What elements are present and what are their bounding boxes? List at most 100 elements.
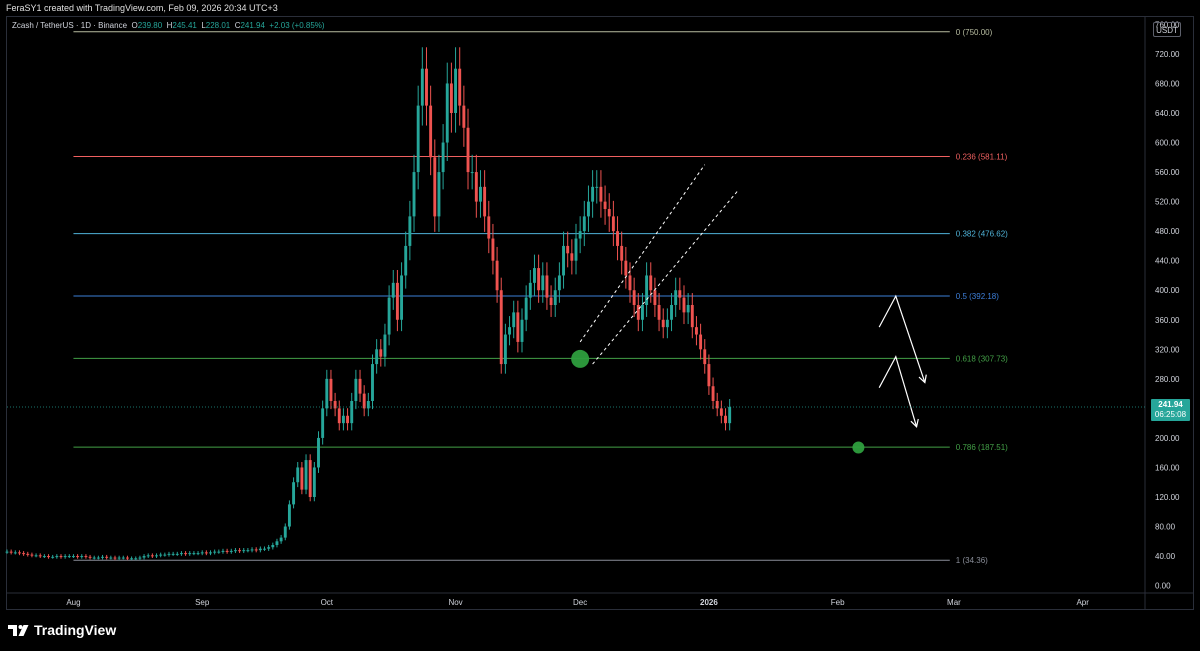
candle-body xyxy=(657,305,661,320)
candle-body xyxy=(113,557,117,559)
candle-body xyxy=(96,557,100,559)
y-tick-label: 520.00 xyxy=(1155,198,1180,207)
candle-body xyxy=(562,245,565,276)
candle-body xyxy=(595,186,599,188)
y-tick-label: 560.00 xyxy=(1155,168,1180,177)
candle-body xyxy=(134,558,138,560)
candle-body xyxy=(200,552,204,554)
last-price-tag: 241.94 06:25:08 xyxy=(1151,399,1190,421)
candle-body xyxy=(412,172,416,217)
candle-body xyxy=(267,547,271,549)
candle-body xyxy=(661,319,665,328)
candle-body xyxy=(582,216,586,232)
y-tick-label: 400.00 xyxy=(1155,286,1180,295)
candle-body xyxy=(632,290,636,305)
tradingview-logo[interactable]: TradingView xyxy=(8,622,116,638)
open-label: O xyxy=(131,21,138,30)
candle-body xyxy=(516,312,520,342)
y-tick-label: 200.00 xyxy=(1155,434,1180,443)
y-tick-label: 720.00 xyxy=(1155,50,1180,59)
candle-body xyxy=(167,553,171,555)
candle-body xyxy=(479,186,482,202)
candle-body xyxy=(42,556,46,558)
candle-body xyxy=(678,290,682,298)
candle-body xyxy=(179,553,183,555)
candle-body xyxy=(217,551,221,553)
candle-body xyxy=(59,556,63,558)
candle-body xyxy=(703,349,707,365)
candle-body xyxy=(416,105,420,173)
candle-body xyxy=(350,401,354,424)
candle-body xyxy=(537,268,541,291)
candle-body xyxy=(34,555,38,557)
y-tick-label: 760.00 xyxy=(1155,20,1180,29)
candle-body xyxy=(101,556,104,558)
candle-body xyxy=(470,172,474,174)
candle-body xyxy=(287,504,291,527)
candle-body xyxy=(325,378,329,409)
candle-body xyxy=(628,275,632,291)
x-tick-label: 2026 xyxy=(700,598,718,607)
candle-body xyxy=(18,552,21,554)
candle-body xyxy=(258,548,262,551)
symbol-name: Zcash / TetherUS · 1D · Binance xyxy=(12,21,128,30)
fib-level-label: 0 (750.00) xyxy=(956,28,993,37)
channel-line xyxy=(579,164,706,343)
candle-body xyxy=(649,275,653,291)
candle-body xyxy=(445,83,449,143)
y-tick-label: 600.00 xyxy=(1155,139,1180,148)
y-tick-label: 480.00 xyxy=(1155,227,1180,236)
y-tick-label: 0.00 xyxy=(1155,582,1171,591)
candle-body xyxy=(694,327,698,335)
candle-body xyxy=(308,460,312,497)
candle-body xyxy=(125,557,129,559)
candle-body xyxy=(229,550,233,552)
candle-body xyxy=(22,553,26,555)
attribution-text: FeraSY1 created with TradingView.com, Fe… xyxy=(6,3,278,13)
candle-body xyxy=(163,554,167,556)
fib-level-label: 0.786 (187.51) xyxy=(956,443,1008,452)
fib-level-label: 1 (34.36) xyxy=(956,556,988,565)
candle-body xyxy=(458,68,462,106)
candle-body xyxy=(591,186,595,202)
candle-body xyxy=(142,556,146,558)
channel-line xyxy=(592,190,739,365)
y-tick-label: 320.00 xyxy=(1155,345,1180,354)
candle-body xyxy=(109,557,113,559)
candle-body xyxy=(283,526,287,538)
candlestick-chart[interactable]: 0.0040.0080.00120.00160.00200.00240.0028… xyxy=(0,0,1200,612)
candle-body xyxy=(130,558,134,560)
currency-unit-button[interactable]: USDT xyxy=(1153,22,1181,37)
pivot-marker xyxy=(571,349,590,368)
change-value: +2.03 (+0.85%) xyxy=(269,21,325,30)
candle-body xyxy=(13,552,17,554)
candle-body xyxy=(271,545,275,548)
candle-body xyxy=(487,216,491,239)
x-tick-label: Feb xyxy=(831,598,845,607)
candle-body xyxy=(155,555,158,557)
candle-body xyxy=(524,297,528,320)
candle-body xyxy=(690,305,694,328)
candle-body xyxy=(611,216,615,232)
candle-body xyxy=(146,555,150,557)
candle-body xyxy=(242,550,246,552)
candle-body xyxy=(682,297,686,313)
candle-body xyxy=(616,231,619,246)
candle-body xyxy=(371,364,374,401)
candle-body xyxy=(400,275,404,320)
arrow-head xyxy=(918,374,927,384)
candle-body xyxy=(67,556,71,558)
candle-body xyxy=(159,554,163,556)
candle-body xyxy=(387,297,391,335)
y-tick-label: 440.00 xyxy=(1155,257,1180,266)
candle-body xyxy=(391,282,395,298)
candle-body xyxy=(30,554,34,556)
high-label: H xyxy=(166,21,173,30)
x-tick-label: Oct xyxy=(321,598,334,607)
candle-body xyxy=(420,68,424,106)
candle-body xyxy=(250,549,254,551)
candle-body xyxy=(395,282,399,320)
candle-body xyxy=(346,415,350,424)
x-tick-label: Mar xyxy=(947,598,961,607)
candle-body xyxy=(188,553,192,555)
